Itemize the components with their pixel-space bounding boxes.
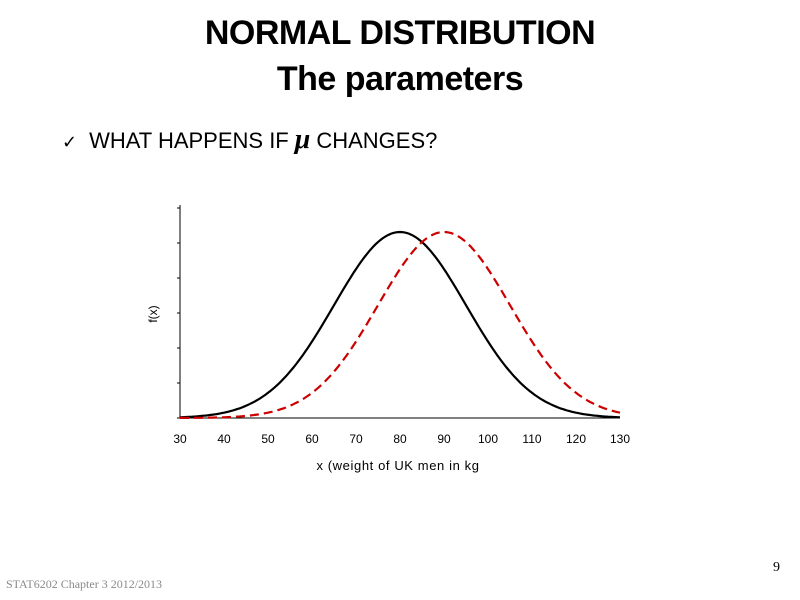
bullet-question: ✓ WHAT HAPPENS IF μ CHANGES? [62,124,437,156]
x-axis-label: x (weight of UK men in kg [316,458,479,473]
x-tick-label-120: 120 [566,432,586,446]
chart-curves [179,230,621,419]
page-number: 9 [773,560,780,575]
x-tick-label-90: 90 [437,432,451,446]
chart-axes [177,205,620,419]
x-tick-label-130: 130 [610,432,630,446]
slide-subtitle: The parameters [276,60,524,98]
x-tick-label-30: 30 [173,432,187,446]
y-axis-label: f(x) [146,305,160,322]
x-tick-label-100: 100 [478,432,498,446]
bullet-suffix: CHANGES? [316,128,438,153]
check-icon: ✓ [62,132,78,153]
mu-symbol: μ [294,124,311,155]
x-tick-label-50: 50 [261,432,275,446]
x-tick-label-110: 110 [522,432,541,446]
x-tick-label-70: 70 [349,432,363,446]
bullet-prefix: WHAT HAPPENS IF [89,128,289,153]
series-curve-1 [180,230,621,419]
series-curve-0 [179,230,621,419]
chart-tick-labels: 30 40 50 60 70 80 90 100 110 120 130 [173,432,630,446]
slide-title: NORMAL DISTRIBUTION [204,14,596,52]
footer-text: STAT6202 Chapter 3 2012/2013 [6,577,163,591]
x-tick-label-40: 40 [217,432,231,446]
x-tick-label-80: 80 [393,432,407,446]
x-tick-label-60: 60 [305,432,319,446]
